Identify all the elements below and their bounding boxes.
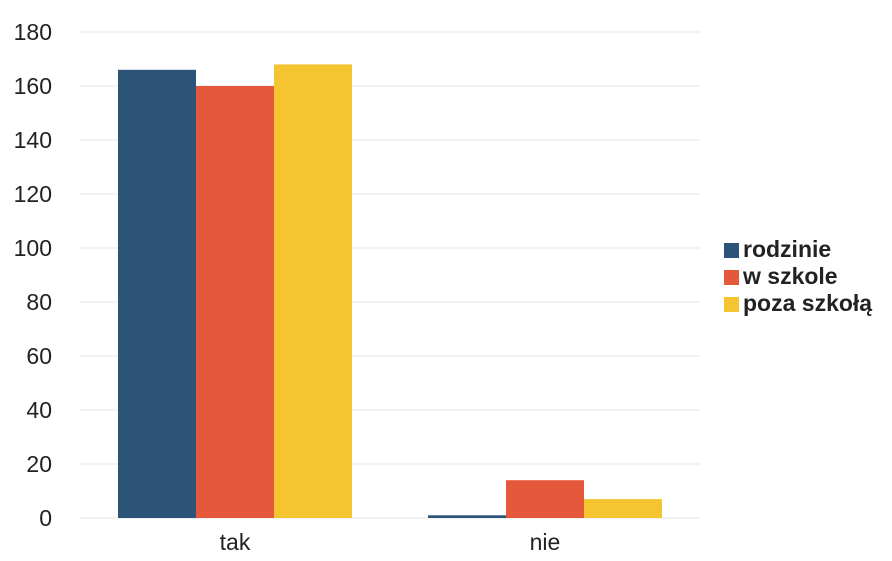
y-tick-label: 20 xyxy=(26,451,52,477)
y-tick-label: 40 xyxy=(26,397,52,423)
x-axis-categories: tak nie xyxy=(220,529,561,555)
legend-label: poza szkołą xyxy=(743,290,872,316)
bar-tak-rodzinie xyxy=(118,69,196,519)
bar-nie-poza-szkołą xyxy=(584,499,662,518)
bar-nie-w-szkole xyxy=(506,480,584,518)
y-tick-label: 80 xyxy=(26,289,52,315)
x-category-label: tak xyxy=(220,529,251,555)
bar-tak-w-szkole xyxy=(196,86,274,518)
y-tick-label: 160 xyxy=(14,73,52,99)
x-category-label: nie xyxy=(530,529,561,555)
bars xyxy=(118,64,662,519)
y-tick-label: 100 xyxy=(14,235,52,261)
y-tick-label: 0 xyxy=(39,505,52,531)
y-tick-label: 180 xyxy=(14,19,52,45)
legend-swatch xyxy=(724,243,739,258)
y-tick-label: 120 xyxy=(14,181,52,207)
bar-tak-poza-szkołą xyxy=(274,64,352,519)
y-axis-ticks: 0 20 40 60 80 100 120 140 160 180 xyxy=(14,19,52,531)
bar-nie-rodzinie xyxy=(428,515,506,518)
legend-label: w szkole xyxy=(742,263,838,289)
y-tick-label: 60 xyxy=(26,343,52,369)
legend-swatch xyxy=(724,297,739,312)
legend-swatch xyxy=(724,270,739,285)
legend-label: rodzinie xyxy=(743,236,831,262)
y-tick-label: 140 xyxy=(14,127,52,153)
